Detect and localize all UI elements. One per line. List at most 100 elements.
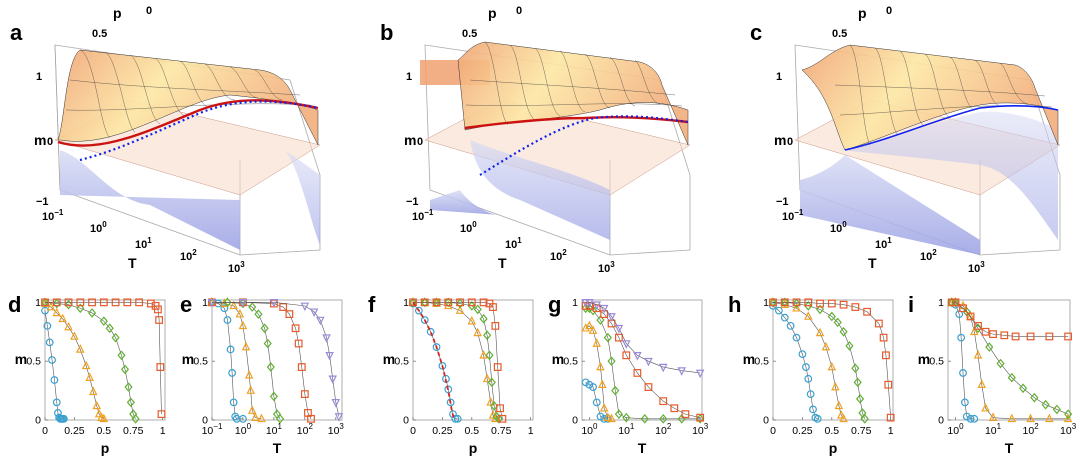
series-line xyxy=(45,302,162,415)
data-point xyxy=(246,385,255,394)
x-tick-label: 0.25 xyxy=(792,425,813,437)
data-point xyxy=(453,414,462,423)
data-point xyxy=(804,374,813,383)
data-point xyxy=(1011,332,1020,341)
data-point xyxy=(124,382,133,392)
panel-h: h 0 0.5 1 0 0.25 0.5 0.75 1 p m xyxy=(728,292,895,456)
data-point xyxy=(966,414,975,423)
data-point xyxy=(420,316,429,324)
data-point xyxy=(467,315,477,325)
data-point xyxy=(479,350,488,359)
blue-line xyxy=(844,105,1059,151)
data-point xyxy=(599,402,609,412)
data-point xyxy=(681,410,690,419)
y-tick-label: 1 xyxy=(202,297,208,309)
x-tick-label: 0 xyxy=(770,425,776,437)
data-point xyxy=(420,298,429,307)
x-axis-label: p xyxy=(101,440,110,456)
data-point xyxy=(247,405,257,414)
data-point xyxy=(598,379,607,389)
series-line xyxy=(211,302,243,420)
data-point xyxy=(467,298,476,307)
y-tick-label: 1 xyxy=(938,297,944,309)
data-point xyxy=(973,350,983,359)
y-axis-label: m xyxy=(918,351,930,367)
data-point xyxy=(120,364,130,375)
x-axis-label: p xyxy=(469,440,478,456)
underside-surface-2 xyxy=(470,140,610,240)
data-point xyxy=(285,310,294,319)
data-point xyxy=(409,298,417,307)
data-point xyxy=(294,339,303,348)
data-point xyxy=(599,304,609,314)
data-point xyxy=(677,367,686,376)
data-point xyxy=(239,414,247,423)
data-point xyxy=(1045,332,1054,341)
data-point xyxy=(248,302,257,312)
data-point xyxy=(815,304,825,315)
data-point xyxy=(223,316,232,324)
x-axis-label: T xyxy=(638,440,647,456)
T-tick: 102 xyxy=(550,248,567,263)
data-point xyxy=(696,413,705,422)
underside-right xyxy=(285,150,320,245)
T-tick: 101 xyxy=(505,236,522,251)
data-point xyxy=(804,298,813,307)
T-tick: 101 xyxy=(135,236,152,251)
series-line xyxy=(585,307,701,420)
data-point xyxy=(1064,332,1073,341)
data-point xyxy=(769,298,777,307)
data-point xyxy=(414,306,423,315)
data-point xyxy=(45,338,54,347)
data-point xyxy=(87,308,97,318)
x-tick-label: 0 xyxy=(42,425,48,437)
data-point xyxy=(806,390,815,399)
data-point xyxy=(827,299,836,308)
y-tick-label: 0 xyxy=(202,415,208,427)
data-point xyxy=(307,414,315,423)
panel-a-surface: a p 0.5 0 1 m 0 −1 10−1 100 101 102 103 … xyxy=(10,5,321,275)
series-line xyxy=(772,305,818,420)
data-point xyxy=(99,298,108,307)
data-point xyxy=(974,321,982,330)
data-point xyxy=(52,398,61,407)
data-point xyxy=(827,361,837,371)
data-point xyxy=(607,356,616,367)
data-point xyxy=(809,405,817,414)
data-point xyxy=(297,363,306,371)
series-line xyxy=(44,310,64,420)
data-point xyxy=(76,344,85,353)
data-point xyxy=(970,414,979,423)
data-point xyxy=(334,413,344,422)
x-tick-label: 0.5 xyxy=(97,425,112,437)
data-point xyxy=(220,298,229,307)
data-point xyxy=(827,311,836,322)
T-tick: 10−1 xyxy=(412,208,434,223)
p-tick: 0 xyxy=(886,5,892,17)
data-point xyxy=(1064,409,1073,419)
data-point xyxy=(322,334,331,343)
series-line xyxy=(951,302,1069,420)
data-point xyxy=(309,308,319,318)
panel-letter-d: d xyxy=(8,292,21,317)
data-point xyxy=(792,333,801,342)
data-point xyxy=(494,413,503,424)
T-tick: 101 xyxy=(875,236,892,251)
data-point xyxy=(581,322,590,332)
x-tick-label: 103 xyxy=(1060,422,1077,437)
x-tick-label: 101 xyxy=(618,422,635,437)
series-line xyxy=(413,302,503,419)
data-point xyxy=(105,323,114,334)
y-tick-label: 0.5 xyxy=(26,356,41,368)
data-point xyxy=(981,327,990,336)
data-point xyxy=(455,305,465,314)
x-tick-label: 0.75 xyxy=(851,425,872,437)
data-point xyxy=(76,298,85,307)
data-point xyxy=(426,327,435,336)
x-tick-label: 100 xyxy=(581,422,598,437)
data-point xyxy=(157,410,166,419)
series-line xyxy=(212,302,281,419)
data-point xyxy=(614,324,624,334)
data-point xyxy=(483,330,492,341)
data-point xyxy=(670,404,679,413)
